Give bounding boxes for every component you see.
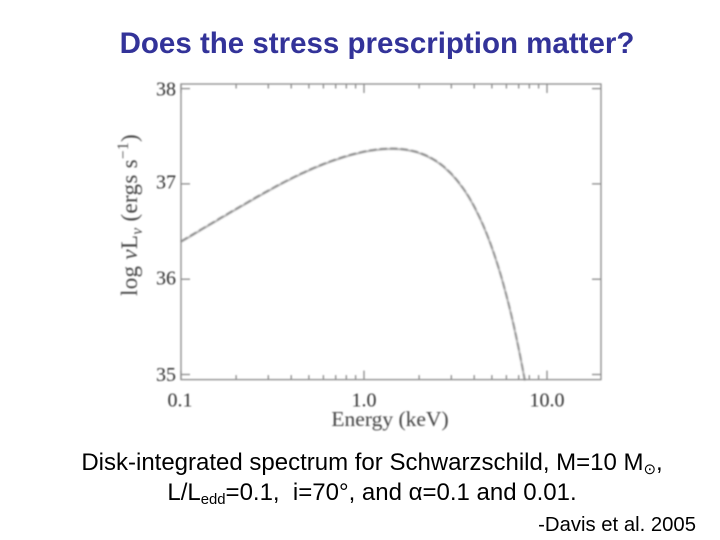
svg-text:36: 36 [156, 268, 176, 290]
svg-text:1.0: 1.0 [352, 390, 377, 412]
svg-text:log νLν (ergs s−1): log νLν (ergs s−1) [115, 134, 146, 296]
svg-text:Energy (keV): Energy (keV) [331, 407, 448, 431]
svg-text:10.0: 10.0 [530, 390, 565, 412]
svg-text:35: 35 [156, 364, 176, 386]
svg-text:37: 37 [156, 172, 176, 194]
svg-text:0.1: 0.1 [168, 390, 193, 412]
svg-text:38: 38 [156, 79, 176, 101]
